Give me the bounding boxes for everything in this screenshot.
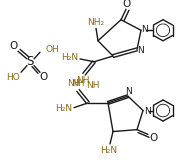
Text: NH₂: NH₂: [87, 18, 105, 27]
Text: O: O: [40, 72, 48, 82]
Text: NH: NH: [86, 81, 100, 90]
Text: O: O: [150, 133, 158, 143]
Text: H₂N: H₂N: [100, 146, 118, 155]
Text: N: N: [145, 107, 151, 116]
Text: NH: NH: [71, 79, 85, 88]
Text: NH: NH: [67, 79, 81, 88]
Text: HO: HO: [6, 73, 20, 82]
Text: H₂N: H₂N: [56, 104, 73, 113]
Text: NH: NH: [76, 76, 90, 85]
Text: H₂N: H₂N: [62, 53, 79, 63]
Text: OH: OH: [46, 45, 60, 54]
Text: N: N: [142, 25, 148, 34]
Text: S: S: [26, 55, 34, 68]
Text: N: N: [126, 87, 132, 96]
Text: O: O: [123, 0, 131, 9]
Text: N: N: [138, 46, 144, 55]
Text: O: O: [10, 41, 18, 51]
